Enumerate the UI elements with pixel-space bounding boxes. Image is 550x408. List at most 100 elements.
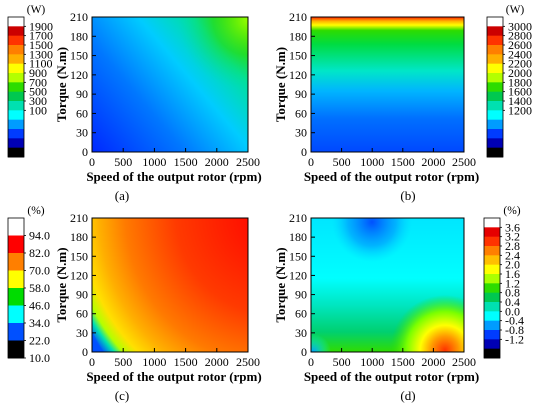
colorbar-swatch bbox=[484, 302, 500, 312]
colorbar-tick-label: 1.2 bbox=[505, 276, 520, 290]
panel-b-frame bbox=[310, 16, 465, 153]
heatmap-b bbox=[311, 17, 464, 152]
y-tick-label: 180 bbox=[289, 29, 307, 43]
colorbar-swatch bbox=[8, 129, 24, 139]
colorbar-swatch bbox=[8, 17, 24, 27]
colorbar-tick-label: 2.0 bbox=[505, 258, 520, 272]
y-axis-label: Torque (N.m) bbox=[54, 47, 69, 122]
colorbar-tick-label: 2.4 bbox=[505, 248, 520, 262]
y-tick-label: 0 bbox=[82, 345, 88, 359]
colorbar-swatch bbox=[487, 26, 503, 37]
y-tick-label: 120 bbox=[289, 68, 307, 82]
colorbar-tick-label: 3.2 bbox=[505, 230, 520, 244]
colorbar-tick-label: 22.0 bbox=[29, 334, 50, 348]
colorbar-swatch bbox=[8, 73, 24, 83]
colorbar-swatch bbox=[487, 147, 503, 158]
colorbar-tick-label: 2800 bbox=[508, 29, 532, 43]
panel-label: (c) bbox=[115, 388, 129, 403]
y-tick-label: 60 bbox=[295, 307, 307, 321]
colorbar-swatch bbox=[8, 35, 24, 46]
colorbar-tick-label: 2600 bbox=[508, 38, 532, 52]
colorbar-tick-label: -1.2 bbox=[505, 332, 524, 346]
heatmap-a bbox=[92, 17, 248, 152]
panel-c-frame bbox=[91, 217, 249, 353]
x-tick-label: 2000 bbox=[421, 355, 445, 369]
colorbar-tick-label: 34.0 bbox=[29, 316, 50, 330]
x-tick-label: 500 bbox=[114, 155, 132, 169]
colorbar-swatch bbox=[484, 311, 500, 322]
y-tick-label: 60 bbox=[295, 106, 307, 120]
colorbar-swatch bbox=[8, 253, 24, 271]
x-tick-label: 2000 bbox=[205, 355, 229, 369]
y-tick-label: 120 bbox=[70, 68, 88, 82]
colorbar-tick-label: 10.0 bbox=[29, 351, 50, 365]
colorbar-tick-label: 2000 bbox=[508, 66, 532, 80]
y-tick-label: 30 bbox=[76, 126, 88, 140]
x-axis-label: Speed of the output rotor (rpm) bbox=[304, 169, 479, 184]
panel-c-colorbar: (%) 94.0 82.0 70.0 58.0 46.0 34.0 22.0 10.0 bbox=[7, 205, 50, 365]
colorbar-tick-label: 58.0 bbox=[29, 281, 50, 295]
y-tick-label: 0 bbox=[301, 145, 307, 159]
colorbar-swatch bbox=[484, 264, 500, 275]
colorbar-swatch bbox=[487, 45, 503, 55]
heatmap-c bbox=[92, 218, 248, 352]
colorbar-swatch bbox=[8, 147, 24, 158]
x-tick-label: 0 bbox=[308, 155, 314, 169]
colorbar-swatch bbox=[484, 339, 500, 350]
colorbar-tick-label: 70.0 bbox=[29, 264, 50, 278]
colorbar-swatch bbox=[8, 340, 24, 359]
colorbar-swatch bbox=[487, 35, 503, 46]
y-tick-label: 150 bbox=[70, 249, 88, 263]
colorbar-tick-label: 1.6 bbox=[505, 267, 520, 281]
colorbar-frame bbox=[483, 217, 501, 359]
colorbar-swatch bbox=[487, 63, 503, 74]
x-axis-label: Speed of the output rotor (rpm) bbox=[86, 369, 261, 384]
colorbar-swatch bbox=[8, 119, 24, 130]
y-tick-label: 180 bbox=[70, 29, 88, 43]
x-tick-label: 2500 bbox=[236, 355, 260, 369]
colorbar-tick-label: -0.4 bbox=[505, 314, 524, 328]
y-tick-label: 90 bbox=[295, 87, 307, 101]
colorbar-swatch bbox=[484, 274, 500, 284]
x-tick-label: 500 bbox=[114, 355, 132, 369]
colorbar-swatch bbox=[484, 236, 500, 247]
colorbar-swatch bbox=[8, 91, 24, 102]
x-tick-label: 2000 bbox=[205, 155, 229, 169]
y-tick-label: 30 bbox=[295, 326, 307, 340]
colorbar-tick-label: 94.0 bbox=[29, 229, 50, 243]
colorbar-frame bbox=[7, 16, 25, 158]
colorbar-tick-label: 1300 bbox=[29, 47, 53, 61]
y-tick-label: 210 bbox=[289, 211, 307, 225]
heatmap-d bbox=[311, 218, 464, 352]
x-tick-label: 500 bbox=[333, 355, 351, 369]
colorbar-frame bbox=[486, 16, 504, 158]
colorbar-tick-label: 82.0 bbox=[29, 246, 50, 260]
y-tick-label: 0 bbox=[82, 145, 88, 159]
colorbar-swatch bbox=[8, 26, 24, 37]
colorbar-swatch bbox=[487, 17, 503, 27]
y-tick-label: 120 bbox=[70, 268, 88, 282]
y-tick-label: 180 bbox=[289, 230, 307, 244]
colorbar-tick-label: 300 bbox=[29, 94, 47, 108]
colorbar-tick-label: 1200 bbox=[508, 103, 532, 117]
x-tick-label: 0 bbox=[89, 155, 95, 169]
y-tick-label: 0 bbox=[301, 345, 307, 359]
y-axis-label: Torque (N.m) bbox=[273, 247, 288, 322]
y-axis-label: Torque (N.m) bbox=[273, 47, 288, 122]
colorbar-tick-label: 1400 bbox=[508, 94, 532, 108]
x-tick-label: 2500 bbox=[452, 355, 476, 369]
y-tick-label: 90 bbox=[76, 87, 88, 101]
x-tick-label: 1000 bbox=[360, 355, 384, 369]
y-tick-label: 150 bbox=[70, 49, 88, 63]
colorbar-swatch bbox=[487, 101, 503, 111]
colorbar-swatch bbox=[8, 82, 24, 93]
colorbar-tick-label: 3000 bbox=[508, 19, 532, 33]
colorbar-tick-label: 1600 bbox=[508, 85, 532, 99]
panel-d-colorbar: (%) 3.63.22.82.42.01.61.20.80.40.0-0.4-0.… bbox=[483, 205, 524, 359]
colorbar-unit: (W) bbox=[506, 4, 525, 16]
x-tick-label: 2500 bbox=[452, 155, 476, 169]
colorbar-swatch bbox=[8, 45, 24, 55]
colorbar-tick-label: 2200 bbox=[508, 57, 532, 71]
colorbar-swatch bbox=[487, 110, 503, 121]
x-tick-label: 500 bbox=[333, 155, 351, 169]
